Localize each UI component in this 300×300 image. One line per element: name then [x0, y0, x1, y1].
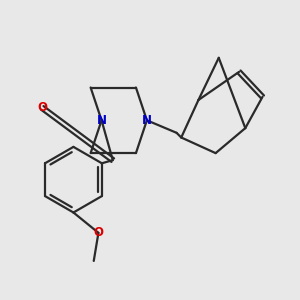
Text: O: O: [37, 101, 47, 114]
Text: N: N: [142, 114, 152, 127]
Text: O: O: [93, 226, 103, 239]
Text: N: N: [97, 114, 106, 127]
